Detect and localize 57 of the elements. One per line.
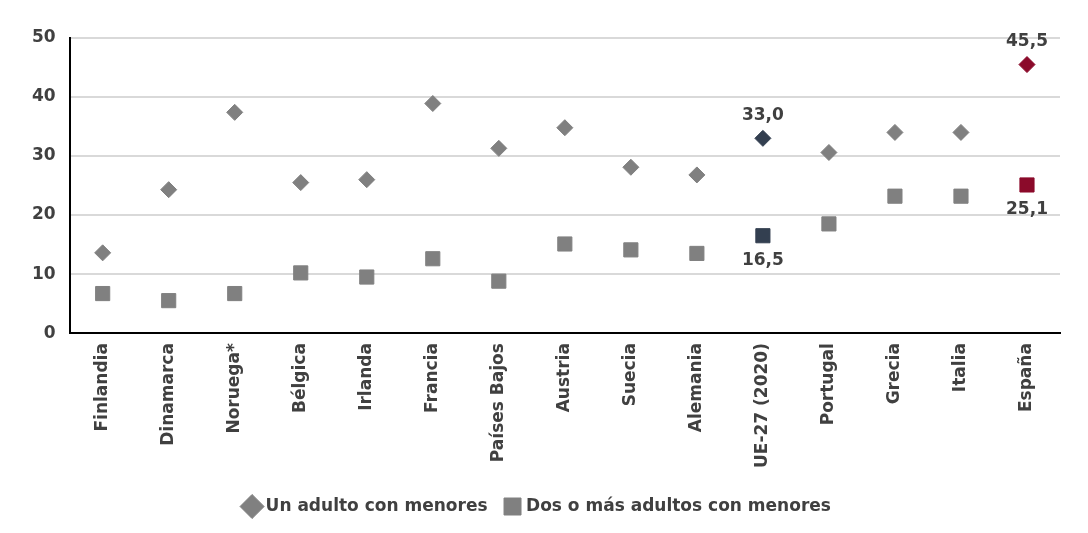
- y-tick-label: 0: [43, 321, 56, 342]
- point: [226, 103, 244, 121]
- point: [160, 181, 178, 199]
- data-label: 16,5: [741, 248, 784, 269]
- point: [292, 174, 310, 192]
- point: [557, 236, 573, 252]
- y-tick-label: 10: [31, 262, 56, 283]
- point: [227, 285, 243, 302]
- y-tick-label: 40: [31, 85, 56, 106]
- point: [622, 158, 640, 176]
- legend-label: Dos o más adultos con menores: [526, 494, 831, 515]
- point: [886, 123, 904, 141]
- data-label: 45,5: [1006, 30, 1048, 51]
- x-tick-label: UE-27 (2020): [751, 343, 772, 468]
- x-tick-label: Francia: [421, 343, 442, 413]
- point: [94, 244, 112, 262]
- point: [1018, 56, 1036, 74]
- x-tick-label: Alemania: [685, 343, 706, 433]
- point: [556, 119, 574, 137]
- point: [689, 245, 705, 261]
- point: [358, 171, 376, 189]
- point: [161, 293, 177, 309]
- point: [293, 265, 309, 281]
- legend-label: Un adulto con menores: [265, 494, 488, 515]
- x-tick-label: Dinamarca: [157, 343, 178, 446]
- data-label: 33,0: [741, 104, 785, 125]
- x-tick-label: Irlanda: [355, 343, 376, 411]
- x-tick-label: Grecia: [883, 343, 904, 405]
- point: [953, 188, 969, 204]
- x-tick-label: España: [1015, 343, 1036, 413]
- point: [820, 144, 838, 161]
- point: [491, 273, 507, 289]
- point: [821, 216, 837, 232]
- data-label: 25,1: [1006, 197, 1048, 218]
- y-tick-label: 50: [31, 26, 56, 47]
- point: [755, 228, 771, 244]
- point: [688, 166, 706, 184]
- point: [887, 188, 903, 204]
- point: [952, 123, 970, 141]
- point: [359, 269, 375, 285]
- x-tick-label: Bélgica: [289, 343, 310, 413]
- point: [425, 251, 441, 267]
- x-tick-label: Finlandia: [91, 343, 112, 432]
- x-tick-label: Austria: [553, 343, 574, 413]
- point: [424, 95, 442, 113]
- point: [490, 139, 508, 157]
- point: [1019, 177, 1035, 193]
- point: [95, 285, 111, 302]
- x-tick-label: Portugal: [817, 343, 838, 426]
- point: [754, 129, 772, 147]
- x-tick-label: Países Bajos: [487, 343, 508, 463]
- y-tick-label: 20: [31, 203, 56, 224]
- point: [623, 242, 639, 258]
- x-tick-label: Suecia: [619, 343, 640, 407]
- y-tick-label: 30: [31, 144, 56, 165]
- x-tick-label: Noruega*: [223, 343, 244, 434]
- x-tick-label: Italia: [949, 343, 970, 393]
